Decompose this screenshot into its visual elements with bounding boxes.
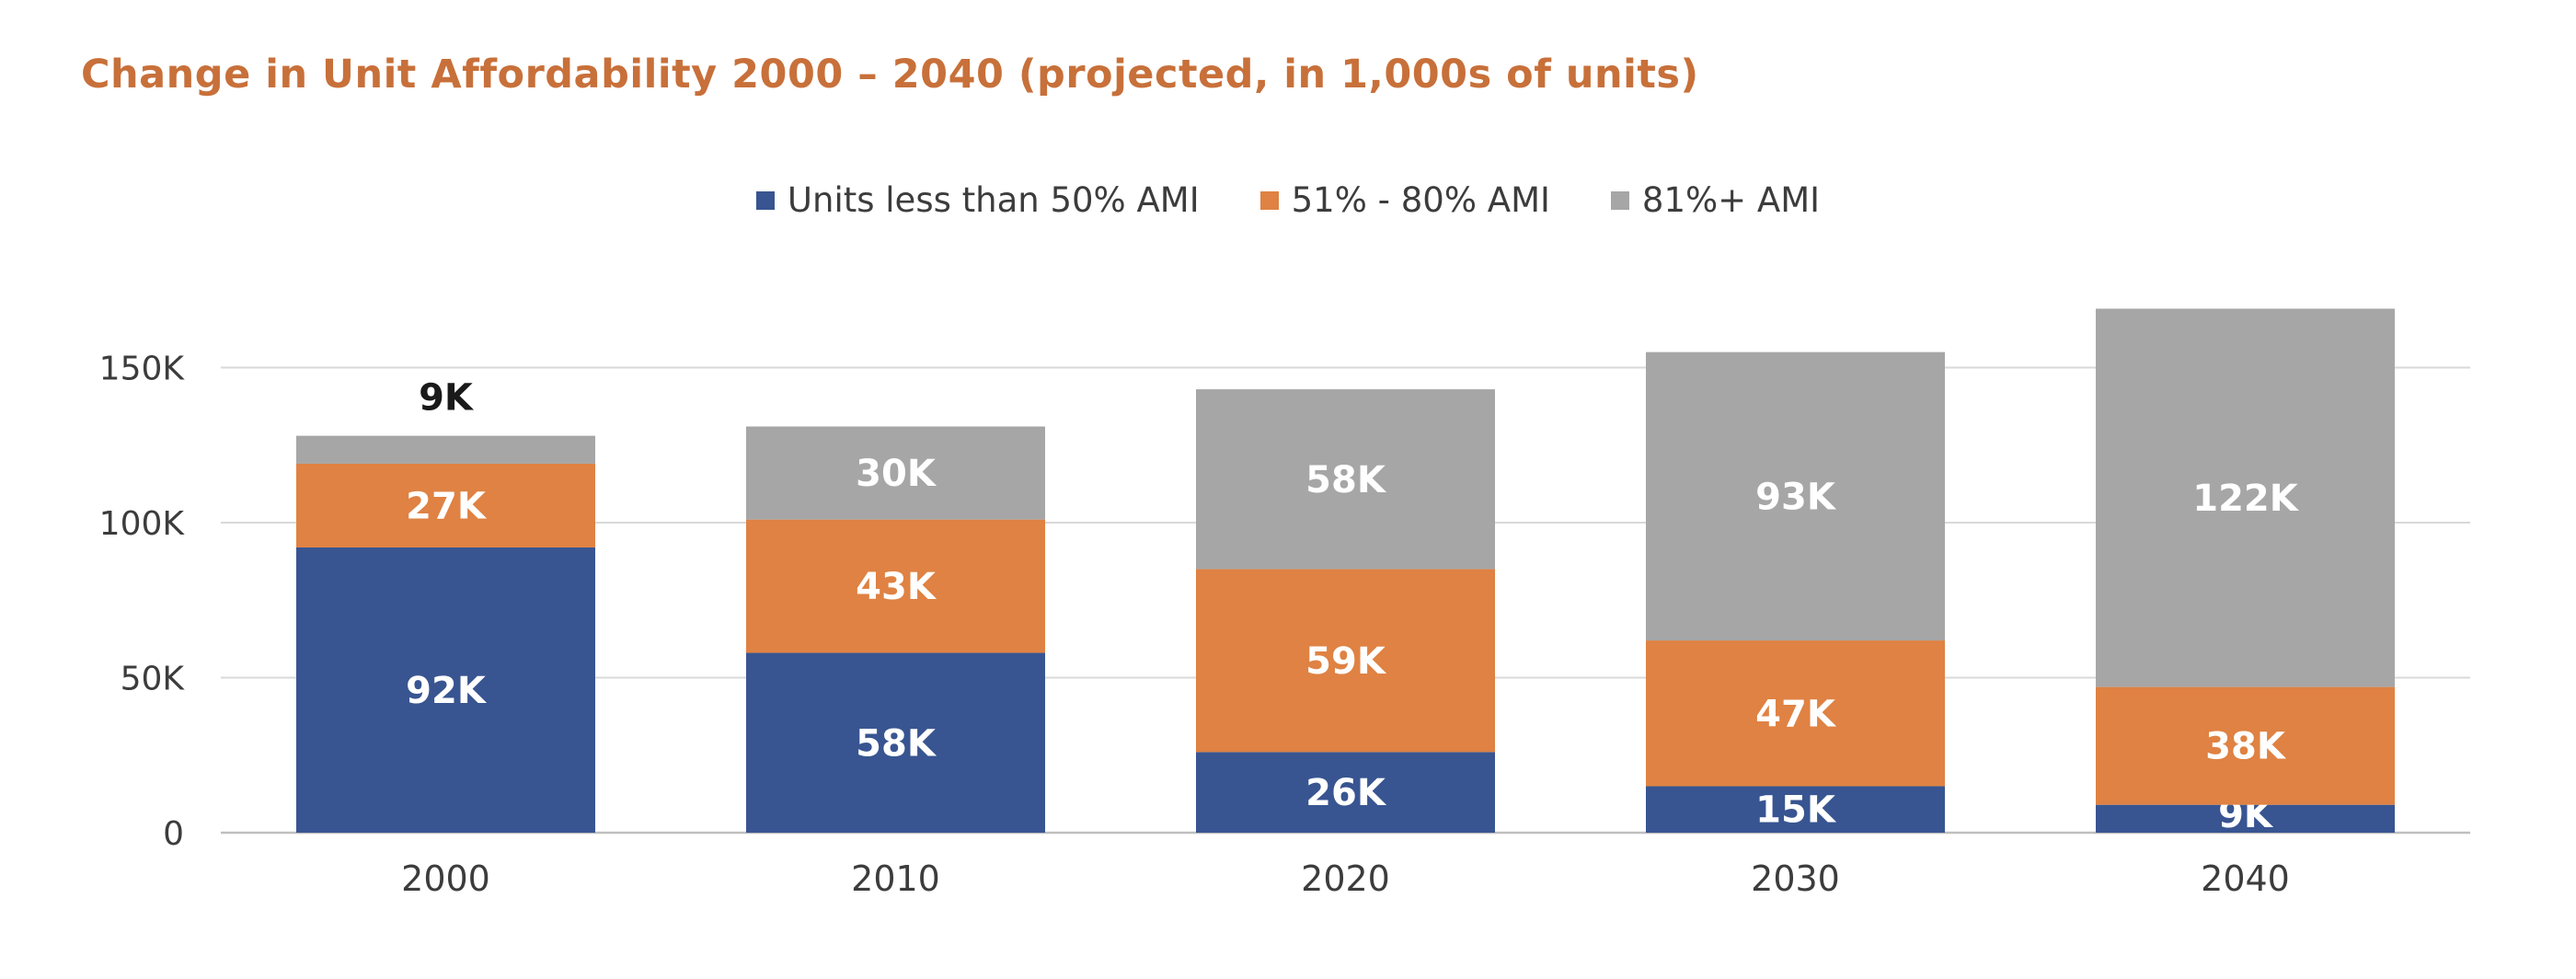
data-label-2010-s2: 30K [856,453,937,495]
legend-swatch-51-80 [1259,190,1279,210]
x-tick-label-2020: 2020 [1301,858,1390,899]
data-label-2000-s0: 92K [406,670,488,712]
legend-item-51-80: 51% - 80% AMI [1259,180,1550,220]
data-label-2030-s0: 15K [1755,789,1837,832]
bar-segment-2030-s2 [1646,351,1945,641]
bar-segment-2040-s0 [2096,804,2395,833]
x-tick-label-2040: 2040 [2201,858,2290,899]
bar-segment-2020-s0 [1196,752,1495,833]
data-label-2030-s1: 47K [1755,693,1837,735]
y-tick-label-1: 50K [121,661,186,698]
bar-segment-2040-s1 [2096,686,2395,805]
data-label-2030-s2: 93K [1755,476,1837,518]
bar-segment-2000-s0 [296,547,595,833]
data-label-2000-s2: 9K [419,377,475,420]
x-tick-label-2000: 2000 [401,858,490,899]
data-label-2010-s1: 43K [856,566,937,608]
legend-item-81-plus: 81%+ AMI [1610,180,1821,220]
chart-title: Change in Unit Affordability 2000 – 2040… [81,52,1699,98]
bar-segment-2020-s1 [1196,569,1495,753]
legend-item-below-50: Units less than 50% AMI [755,180,1200,220]
y-tick-label-3: 150K [99,351,186,388]
data-label-2020-s0: 26K [1305,772,1387,814]
x-tick-label-2030: 2030 [1751,858,1840,899]
legend-swatch-below-50 [755,190,775,210]
legend-label-81-plus: 81%+ AMI [1641,180,1821,220]
data-label-2000-s1: 27K [406,485,488,527]
y-tick-label-0: 0 [163,815,184,853]
legend-swatch-81-plus [1610,190,1629,210]
bar-segment-2030-s0 [1646,786,1945,833]
bar-segment-2040-s2 [2096,308,2395,687]
bar-segment-2000-s2 [296,435,595,464]
data-label-2040-s1: 38K [2205,726,2287,768]
data-label-2010-s0: 58K [856,722,937,765]
data-label-2020-s2: 58K [1305,459,1387,501]
legend-label-51-80: 51% - 80% AMI [1291,180,1550,220]
bar-segment-2010-s0 [746,652,1045,833]
data-label-2040-s2: 122K [2192,478,2299,520]
chart-legend: Units less than 50% AMI 51% - 80% AMI 81… [0,180,2576,220]
x-tick-label-2010: 2010 [851,858,940,899]
bar-segment-2000-s1 [296,463,595,547]
data-label-2020-s1: 59K [1305,640,1387,683]
bar-segment-2030-s1 [1646,640,1945,787]
bar-segment-2010-s1 [746,519,1045,653]
bar-segment-2020-s2 [1196,389,1495,570]
y-tick-label-2: 100K [99,505,186,543]
legend-label-below-50: Units less than 50% AMI [787,180,1200,220]
bar-segment-2010-s2 [746,426,1045,520]
